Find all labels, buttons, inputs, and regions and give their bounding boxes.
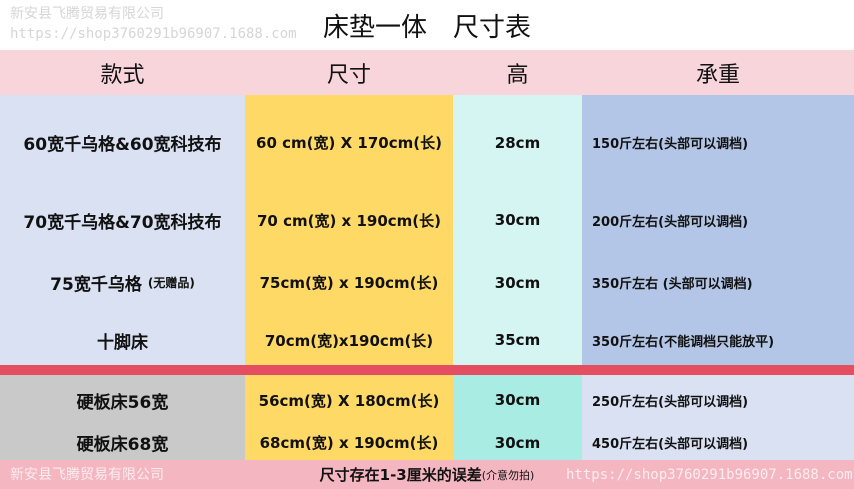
- cell-style: 75宽千乌格 (无赠品): [0, 250, 245, 315]
- cell-style: 70宽千乌格&70宽科技布: [0, 190, 245, 250]
- cell-load: 150斤左右(头部可以调档): [582, 95, 854, 190]
- style-text: 60宽千乌格&60宽科技布: [23, 135, 222, 155]
- cell-load: 450斤左右(头部可以调档): [582, 425, 854, 460]
- height-text: 30cm: [494, 273, 541, 292]
- cell-height: 28cm: [453, 95, 582, 190]
- style-text: 硬板床68宽: [76, 435, 169, 455]
- style-text: 十脚床: [97, 332, 148, 353]
- height-text: 30cm: [494, 211, 541, 229]
- load-text: 200斤左右(头部可以调档): [592, 214, 749, 230]
- load-text: 350斤左右(不能调档只能放平): [592, 334, 775, 350]
- footer-note: 尺寸存在1-3厘米的误差 (介意勿拍): [0, 460, 854, 489]
- size-text: 70cm(宽)x190cm(长): [264, 331, 434, 350]
- style-text: 70宽千乌格&70宽科技布: [23, 212, 222, 233]
- divider: [0, 365, 854, 375]
- cell-style: 硬板床56宽: [0, 375, 245, 425]
- header-load: 承重: [582, 50, 854, 95]
- size-text: 56cm(宽) X 180cm(长): [258, 391, 440, 410]
- load-text: 350斤左右 (头部可以调档): [592, 277, 753, 292]
- style-text: 75宽千乌格: [50, 275, 142, 295]
- footer-text: 尺寸存在1-3厘米的误差: [319, 466, 482, 484]
- cell-load: 200斤左右(头部可以调档): [582, 190, 854, 250]
- load-text: 450斤左右(头部可以调档): [592, 437, 749, 452]
- load-text: 250斤左右(头部可以调档): [592, 394, 749, 410]
- cell-load: 350斤左右(不能调档只能放平): [582, 315, 854, 365]
- cell-size: 70 cm(宽) x 190cm(长): [245, 190, 453, 250]
- size-text: 75cm(宽) x 190cm(长): [259, 274, 439, 292]
- height-text: 30cm: [494, 391, 541, 409]
- cell-load: 350斤左右 (头部可以调档): [582, 250, 854, 315]
- size-text: 70 cm(宽) x 190cm(长): [257, 211, 441, 230]
- size-text: 68cm(宽) x 190cm(长): [259, 434, 439, 452]
- page-title: 床垫一体 尺寸表: [0, 0, 854, 50]
- footer-subnote: (介意勿拍): [481, 468, 535, 482]
- cell-size: 75cm(宽) x 190cm(长): [245, 250, 453, 315]
- cell-size: 56cm(宽) X 180cm(长): [245, 375, 453, 425]
- cell-load: 250斤左右(头部可以调档): [582, 375, 854, 425]
- style-text: 硬板床56宽: [76, 392, 169, 413]
- height-text: 35cm: [494, 331, 541, 349]
- height-text: 28cm: [494, 133, 541, 152]
- cell-size: 60 cm(宽) X 170cm(长): [245, 95, 453, 190]
- cell-style: 60宽千乌格&60宽科技布: [0, 95, 245, 190]
- cell-height: 30cm: [453, 190, 582, 250]
- height-text: 30cm: [494, 433, 541, 452]
- size-text: 60 cm(宽) X 170cm(长): [256, 134, 442, 152]
- cell-size: 68cm(宽) x 190cm(长): [245, 425, 453, 460]
- cell-height: 30cm: [453, 425, 582, 460]
- cell-height: 30cm: [453, 250, 582, 315]
- cell-size: 70cm(宽)x190cm(长): [245, 315, 453, 365]
- cell-height: 35cm: [453, 315, 582, 365]
- load-text: 150斤左右(头部可以调档): [592, 137, 749, 152]
- header-height: 高: [453, 50, 582, 95]
- style-note: (无赠品): [147, 276, 195, 290]
- cell-height: 30cm: [453, 375, 582, 425]
- cell-style: 十脚床: [0, 315, 245, 365]
- header-style: 款式: [0, 50, 245, 95]
- header-size: 尺寸: [245, 50, 453, 95]
- cell-style: 硬板床68宽: [0, 425, 245, 460]
